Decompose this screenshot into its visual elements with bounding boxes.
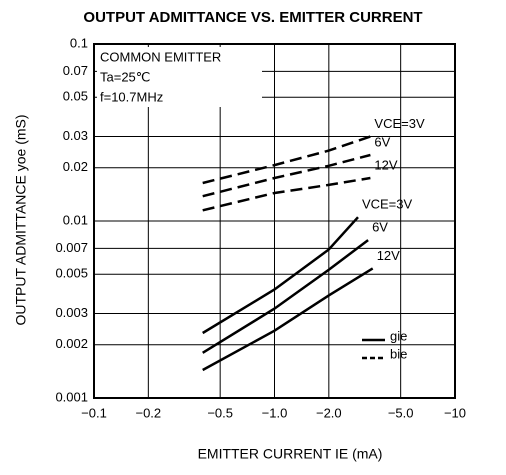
- y-tick-label: 0.005: [55, 266, 88, 281]
- y-tick-label: 0.07: [63, 63, 88, 78]
- y-axis-label: OUTPUT ADMITTANCE yoe (mS): [13, 114, 29, 325]
- annotation: COMMON EMITTER: [100, 49, 221, 64]
- series-label: VCE=3V: [374, 116, 425, 131]
- series-label: 12V: [377, 248, 400, 263]
- y-tick-label: 0.002: [55, 336, 88, 351]
- series-line: [202, 153, 371, 198]
- series-label: 12V: [374, 157, 397, 172]
- y-tick-label: 0.1: [70, 35, 88, 50]
- x-tick-label: −10: [444, 405, 466, 420]
- y-tick-label: 0.003: [55, 305, 88, 320]
- series-line: [202, 239, 369, 354]
- chart-title: OUTPUT ADMITTANCE VS. EMITTER CURRENT: [83, 9, 422, 26]
- series-line: [202, 216, 359, 335]
- series-label: VCE=3V: [362, 197, 413, 212]
- x-tick-label: −0.2: [135, 405, 161, 420]
- y-tick-label: 0.02: [63, 159, 88, 174]
- x-axis-label: EMITTER CURRENT IE (mA): [198, 446, 383, 462]
- y-tick-label: 0.05: [63, 89, 88, 104]
- annotation: Ta=25℃: [100, 69, 150, 84]
- x-tick-label: −1.0: [262, 405, 288, 420]
- series-line: [202, 267, 374, 372]
- y-tick-label: 0.001: [55, 389, 88, 404]
- legend-label: gie: [390, 328, 407, 343]
- annotation-box: [97, 47, 262, 107]
- y-tick-label: 0.01: [63, 212, 88, 227]
- x-tick-label: −0.1: [81, 405, 107, 420]
- y-tick-label: 0.03: [63, 128, 88, 143]
- x-tick-label: −2.0: [316, 405, 342, 420]
- legend-label: bie: [390, 346, 407, 361]
- y-tick-label: 0.007: [55, 240, 88, 255]
- series-label: 6V: [374, 134, 390, 149]
- series-line: [202, 176, 371, 212]
- x-tick-label: −0.5: [207, 405, 233, 420]
- annotation: f=10.7MHz: [100, 89, 163, 104]
- x-tick-label: −5.0: [388, 405, 414, 420]
- series-line: [202, 135, 371, 185]
- series-label: 6V: [372, 220, 388, 235]
